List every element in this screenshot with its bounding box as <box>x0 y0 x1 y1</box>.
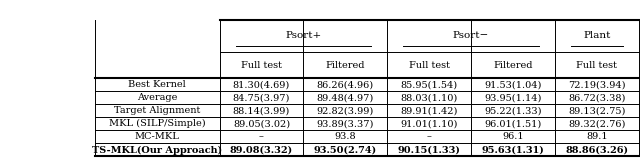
Text: 85.95(1.54): 85.95(1.54) <box>401 80 458 89</box>
Text: Psort+: Psort+ <box>285 31 321 40</box>
Text: Target Alignment: Target Alignment <box>114 106 200 115</box>
Text: MKL (SILP/Simple): MKL (SILP/Simple) <box>109 119 205 128</box>
Text: 91.01(1.10): 91.01(1.10) <box>401 119 458 128</box>
Text: 89.1: 89.1 <box>586 132 607 141</box>
Text: 88.86(3.26): 88.86(3.26) <box>565 145 628 155</box>
Text: Best Kernel: Best Kernel <box>128 80 186 89</box>
Text: Full test: Full test <box>576 61 618 70</box>
Text: 89.05(3.02): 89.05(3.02) <box>233 119 290 128</box>
Text: 92.82(3.99): 92.82(3.99) <box>317 106 374 115</box>
Text: Full test: Full test <box>408 61 450 70</box>
Text: 93.50(2.74): 93.50(2.74) <box>314 145 377 155</box>
Text: Filtered: Filtered <box>326 61 365 70</box>
Text: 93.95(1.14): 93.95(1.14) <box>484 93 541 102</box>
Text: 95.22(1.33): 95.22(1.33) <box>484 106 541 115</box>
Text: Psort−: Psort− <box>453 31 489 40</box>
Text: –: – <box>427 132 431 141</box>
Text: 91.53(1.04): 91.53(1.04) <box>484 80 541 89</box>
Text: TS-MKL(Our Approach): TS-MKL(Our Approach) <box>92 145 222 155</box>
Text: 86.72(3.38): 86.72(3.38) <box>568 93 625 102</box>
Text: –: – <box>259 132 264 141</box>
Text: 96.1: 96.1 <box>502 132 524 141</box>
Text: 95.63(1.31): 95.63(1.31) <box>481 145 545 155</box>
Text: 84.75(3.97): 84.75(3.97) <box>233 93 290 102</box>
Text: 88.14(3.99): 88.14(3.99) <box>233 106 290 115</box>
Text: 96.01(1.51): 96.01(1.51) <box>484 119 541 128</box>
Text: Plant: Plant <box>583 31 611 40</box>
Text: 89.32(2.76): 89.32(2.76) <box>568 119 625 128</box>
Text: 89.91(1.42): 89.91(1.42) <box>401 106 458 115</box>
Text: 86.26(4.96): 86.26(4.96) <box>317 80 374 89</box>
Text: 89.08(3.32): 89.08(3.32) <box>230 145 293 155</box>
Text: 93.8: 93.8 <box>335 132 356 141</box>
Text: Average: Average <box>137 93 177 102</box>
Text: Filtered: Filtered <box>493 61 532 70</box>
Text: 89.48(4.97): 89.48(4.97) <box>317 93 374 102</box>
Text: 90.15(1.33): 90.15(1.33) <box>397 145 461 155</box>
Text: 72.19(3.94): 72.19(3.94) <box>568 80 625 89</box>
Text: 88.03(1.10): 88.03(1.10) <box>401 93 458 102</box>
Text: 81.30(4.69): 81.30(4.69) <box>233 80 290 89</box>
Text: Full test: Full test <box>241 61 282 70</box>
Text: 93.89(3.37): 93.89(3.37) <box>317 119 374 128</box>
Text: 89.13(2.75): 89.13(2.75) <box>568 106 625 115</box>
Text: MC-MKL: MC-MKL <box>134 132 180 141</box>
